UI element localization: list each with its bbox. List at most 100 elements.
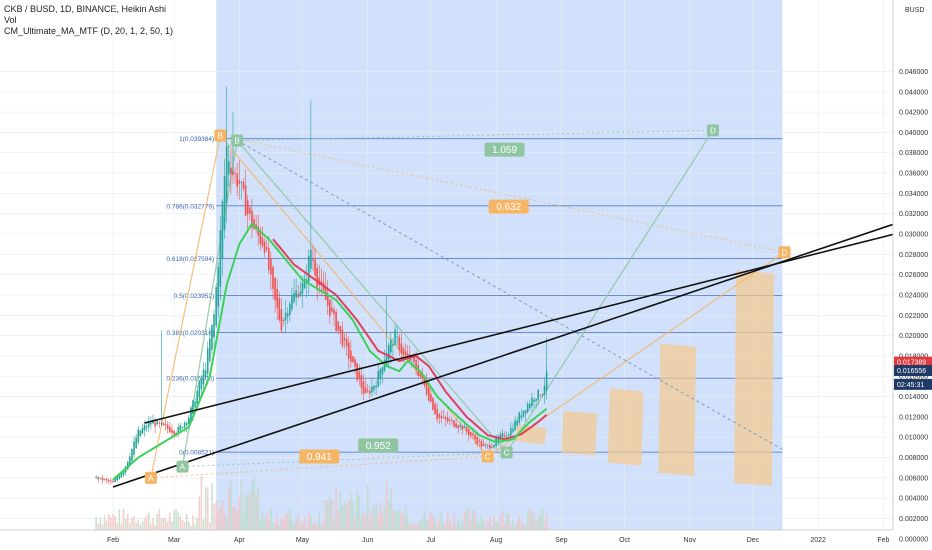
- candle-body: [528, 403, 531, 409]
- candle-body: [242, 181, 245, 189]
- candle-body: [446, 418, 449, 422]
- time-tick-label: Jun: [362, 537, 373, 544]
- volume-bar: [118, 509, 121, 530]
- candle-body: [219, 230, 222, 287]
- candle-body: [280, 309, 283, 331]
- pattern-ratio-line[interactable]: [182, 451, 507, 468]
- volume-bar: [143, 517, 146, 530]
- volume-bar: [129, 522, 131, 530]
- candle-body: [289, 303, 291, 315]
- volume-legend[interactable]: Vol: [4, 15, 17, 25]
- volume-bar: [514, 525, 516, 530]
- candle-body: [516, 420, 518, 426]
- pattern-ratio-line[interactable]: [220, 134, 785, 253]
- candle-body: [320, 281, 323, 284]
- price-tick-label: 0.012000: [899, 414, 928, 421]
- candle-body: [209, 338, 211, 362]
- volume-bar: [181, 520, 184, 530]
- time-tick-label: Nov: [684, 537, 697, 544]
- volume-bar: [156, 513, 159, 530]
- point-marker: [481, 450, 494, 463]
- volume-bar: [486, 519, 489, 530]
- projection-dashed-line[interactable]: [236, 140, 783, 450]
- candle-body: [259, 231, 262, 244]
- price-tick-label: 0.034000: [899, 191, 928, 198]
- candle-body: [110, 480, 112, 482]
- projection-bar[interactable]: [734, 270, 774, 486]
- volume-bar: [463, 512, 466, 530]
- price-tick-label: 0.036000: [899, 171, 928, 178]
- volume-bar: [322, 520, 325, 530]
- volume-bar: [276, 516, 278, 530]
- volume-bar: [470, 520, 472, 530]
- time-tick-label: Oct: [619, 537, 630, 544]
- volume-bar: [177, 512, 180, 530]
- trendlines[interactable]: [112, 204, 932, 488]
- volume-bar: [411, 524, 413, 530]
- volume-bar: [406, 516, 409, 530]
- volume-bar: [362, 512, 365, 530]
- projection-bar[interactable]: [561, 410, 598, 456]
- candle-body: [453, 420, 455, 427]
- candle-body: [299, 291, 302, 296]
- candle-body: [312, 259, 314, 261]
- candle-body: [129, 456, 131, 466]
- volume-bar: [171, 521, 173, 530]
- candle-body: [185, 422, 188, 426]
- candle-body: [377, 371, 380, 387]
- currency-label: BUSD: [905, 7, 924, 14]
- volume-bar: [423, 509, 426, 530]
- pattern-ratio-line[interactable]: [150, 456, 488, 479]
- point-label: D: [782, 248, 788, 257]
- candle-body: [373, 385, 375, 390]
- candle-body: [118, 475, 121, 479]
- candle-body: [533, 399, 535, 402]
- pattern-leg[interactable]: [236, 140, 508, 453]
- candle-body: [360, 375, 363, 388]
- volume-bar: [209, 522, 211, 530]
- trendline[interactable]: [112, 204, 932, 488]
- pattern-leg[interactable]: [150, 135, 221, 478]
- candle-body: [341, 329, 344, 347]
- volume-bar: [537, 516, 540, 530]
- price-tick-label: 0.044000: [899, 89, 928, 96]
- indicator-legend[interactable]: CM_Ultimate_MA_MTF (D, 20, 1, 2, 50, 1): [4, 26, 174, 36]
- projection-bar[interactable]: [607, 388, 644, 466]
- candle-body: [415, 359, 417, 370]
- volume-bar: [249, 493, 251, 530]
- volume-bar: [280, 516, 283, 530]
- symbol-title[interactable]: CKB / BUSD, 1D, BINANCE, Heikin Ashi: [4, 4, 167, 14]
- candle-body: [238, 180, 241, 184]
- volume-bar: [390, 488, 392, 530]
- candle-body: [204, 370, 207, 377]
- candle-body: [484, 444, 487, 446]
- candle-body: [244, 185, 247, 216]
- volume-bar: [455, 525, 457, 530]
- candle-body: [432, 397, 434, 410]
- candle-body: [221, 201, 224, 259]
- time-axis[interactable]: [0, 530, 932, 550]
- volume-bar: [135, 523, 137, 530]
- candle-body: [295, 290, 297, 298]
- trendline[interactable]: [144, 219, 932, 424]
- candle-body: [112, 481, 114, 483]
- volume-bar: [493, 514, 495, 530]
- volume-bar: [137, 519, 140, 530]
- candle-body: [419, 370, 422, 377]
- price-axis[interactable]: [893, 0, 932, 530]
- volume-bar: [345, 505, 348, 530]
- candle-body: [413, 357, 415, 363]
- candle-body: [99, 477, 102, 479]
- candle-body: [215, 287, 217, 326]
- pattern-leg[interactable]: [506, 130, 714, 453]
- volume-bar: [316, 525, 318, 530]
- projection-bar[interactable]: [658, 343, 697, 476]
- candle-body: [430, 394, 432, 402]
- volume-bar: [278, 525, 281, 530]
- pattern-ratio-line[interactable]: [237, 129, 713, 142]
- projection-shapes[interactable]: [515, 270, 774, 486]
- time-tick-label: Feb: [107, 537, 119, 544]
- fib-retracement[interactable]: 1(0.039384) 0.786(0.032779) 0.618(0.027594…: [166, 136, 783, 457]
